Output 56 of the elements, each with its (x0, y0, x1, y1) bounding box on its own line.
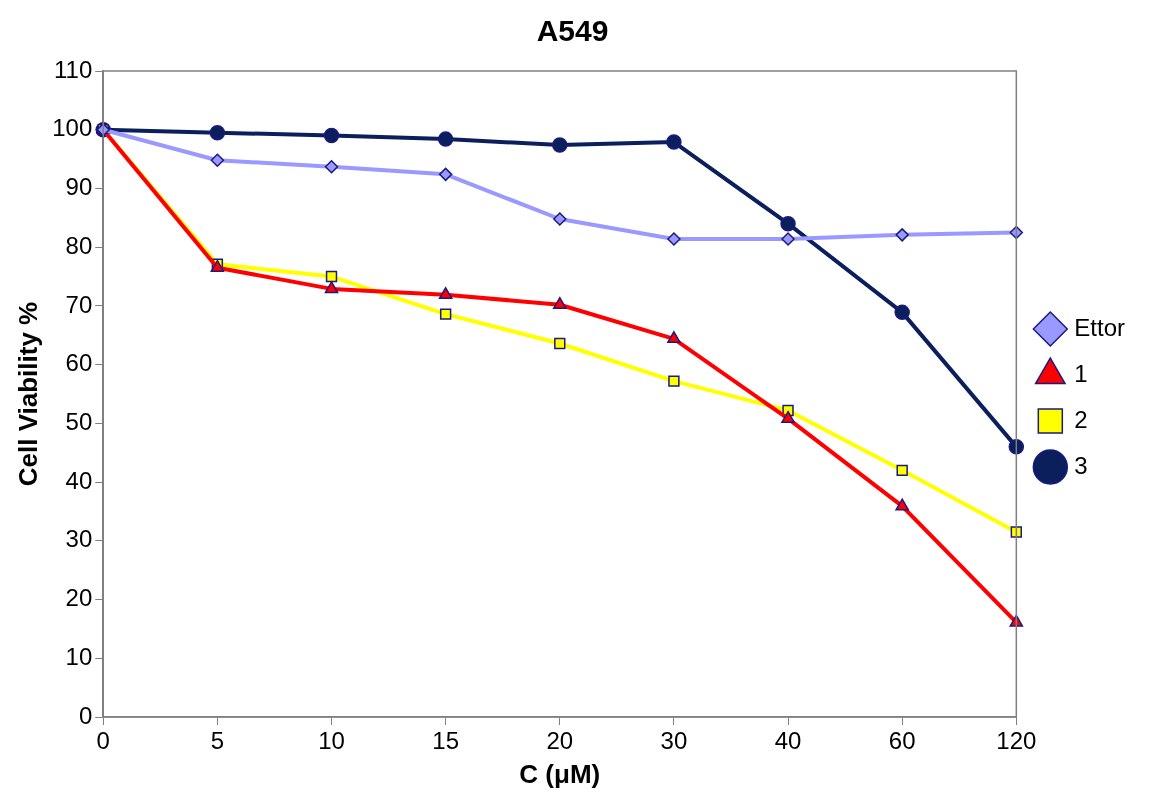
legend-label: 2 (1074, 405, 1088, 433)
point (325, 270, 338, 283)
chart-title: A549 (536, 14, 609, 48)
x-tick-label: 30 (660, 727, 688, 755)
point (437, 131, 454, 147)
x-tick-label: 120 (996, 727, 1037, 755)
x-tick-label: 60 (888, 727, 916, 755)
x-tick-label: 15 (432, 727, 459, 755)
y-tick-label: 90 (65, 173, 93, 201)
y-axis-title: Cell Viability % (12, 301, 43, 487)
point (439, 308, 452, 320)
point (895, 228, 909, 242)
point (781, 410, 795, 423)
point (1008, 439, 1025, 455)
point (438, 167, 453, 182)
y-tick-label: 40 (65, 466, 93, 494)
point (1010, 526, 1023, 538)
point (667, 331, 681, 344)
point (894, 304, 910, 321)
x-tick-label: 10 (318, 727, 345, 755)
point (780, 215, 796, 232)
x-tick-label: 40 (774, 727, 802, 755)
point (323, 127, 340, 144)
point (666, 134, 682, 150)
legend-label: 1 (1074, 359, 1088, 387)
point (896, 464, 908, 477)
y-tick-label: 50 (65, 407, 93, 435)
point (781, 232, 795, 246)
point (438, 287, 453, 299)
x-tick-label: 5 (210, 727, 225, 755)
point (210, 153, 225, 168)
point (1009, 614, 1024, 627)
point (324, 281, 339, 294)
point (667, 232, 681, 246)
y-tick-label: 10 (65, 642, 93, 670)
y-tick-label: 20 (65, 584, 93, 612)
point (324, 159, 339, 174)
y-tick-label: 80 (65, 231, 93, 259)
point (553, 212, 567, 226)
y-tick-label: 0 (78, 701, 93, 729)
point (895, 498, 909, 511)
y-tick-label: 70 (65, 290, 93, 318)
y-tick-label: 110 (53, 55, 93, 83)
x-axis-title: C (μM) (519, 758, 601, 789)
x-tick-label: 20 (546, 727, 574, 755)
point (552, 137, 568, 153)
y-tick-label: 30 (65, 525, 93, 553)
point (552, 296, 567, 309)
point (209, 124, 226, 141)
y-tick-label: 100 (52, 114, 93, 142)
point (668, 375, 680, 387)
y-tick-label: 60 (65, 349, 93, 377)
legend-label: Ettor (1074, 313, 1126, 341)
legend-label: 3 (1074, 451, 1088, 479)
point (554, 337, 566, 350)
x-tick-label: 0 (96, 727, 110, 755)
